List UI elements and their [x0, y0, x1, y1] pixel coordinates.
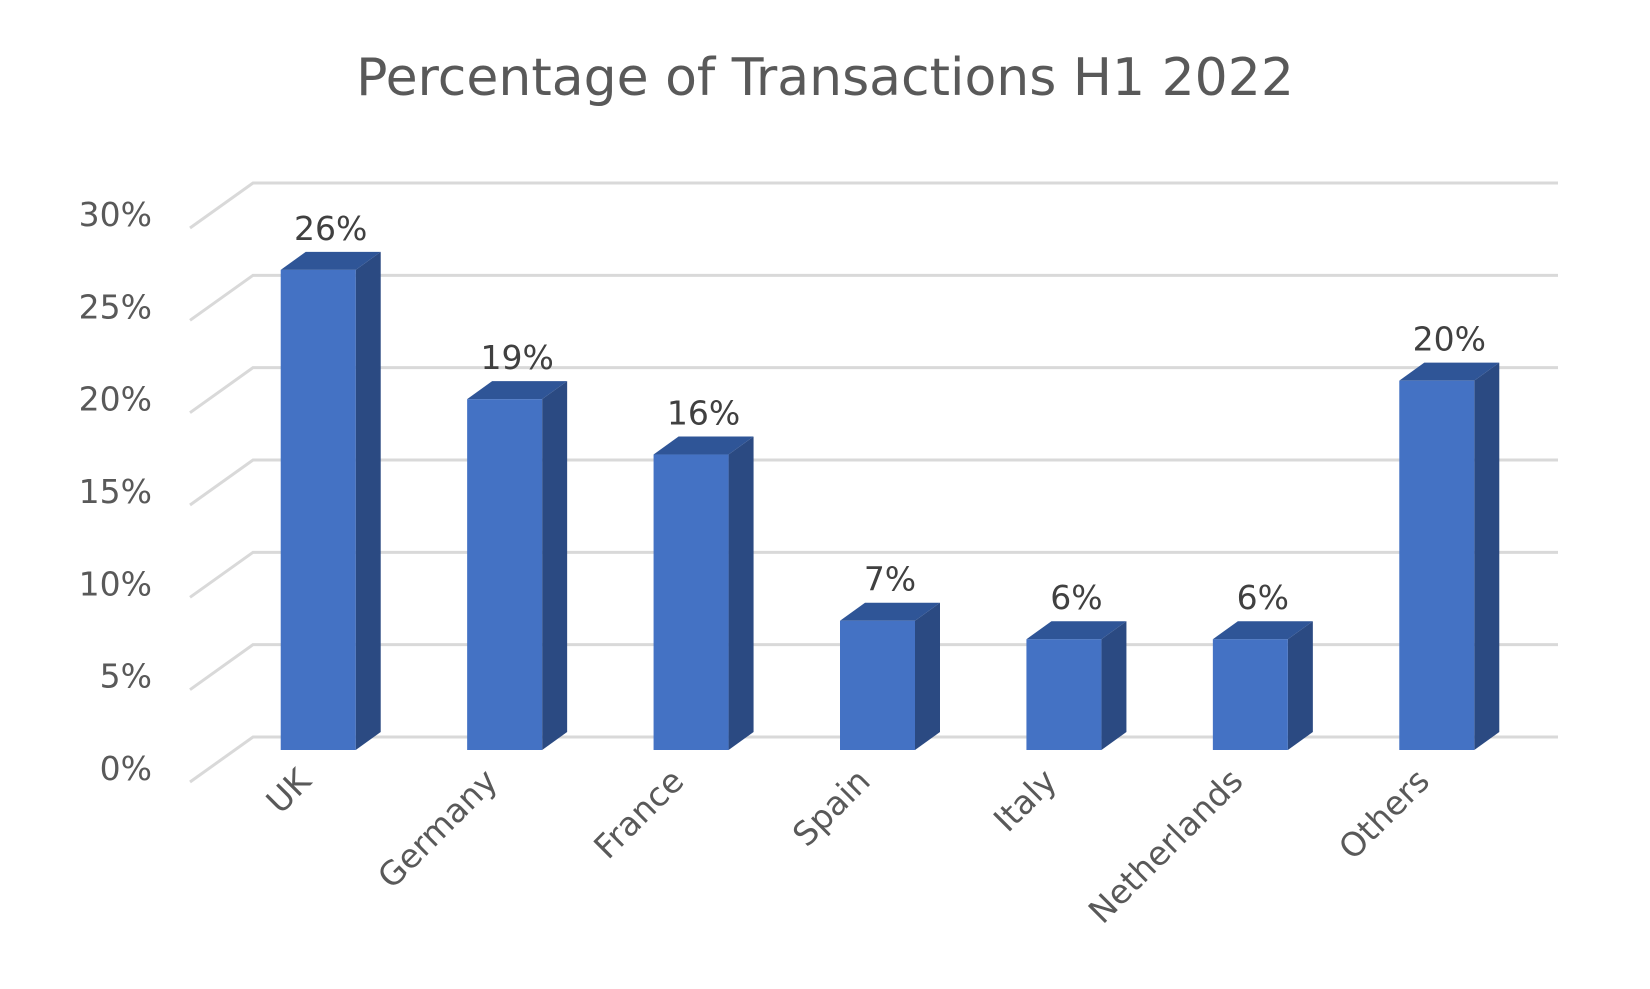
category-label: Germany — [370, 761, 505, 896]
bar-front — [1212, 639, 1288, 750]
bar-side — [915, 602, 940, 750]
category-label: Others — [1331, 761, 1437, 867]
y-tick-label: 5% — [100, 657, 152, 696]
gridline — [189, 273, 1558, 322]
category-label: France — [586, 761, 691, 866]
bar-front — [1399, 380, 1475, 750]
y-tick-label: 30% — [79, 195, 152, 234]
category-label: Netherlands — [1081, 761, 1251, 931]
category-label: UK — [258, 760, 319, 821]
gridline — [189, 550, 1558, 599]
data-label: 6% — [1050, 578, 1102, 617]
bar-front — [1026, 639, 1102, 750]
gridline — [189, 366, 1558, 414]
bar-top — [1212, 621, 1313, 640]
y-tick-label: 25% — [79, 287, 152, 326]
bar-top — [653, 436, 754, 455]
x-axis-categories: UK Germany France Spain Italy Netherlands Othe… — [258, 760, 1437, 931]
bar — [653, 436, 754, 750]
bar — [1026, 621, 1127, 750]
data-label: 16% — [667, 394, 740, 433]
bar — [467, 381, 568, 750]
data-label: 6% — [1237, 578, 1289, 617]
bar — [840, 602, 940, 750]
data-label: 20% — [1413, 320, 1486, 359]
bar-side — [1101, 621, 1127, 750]
bar-side — [1474, 362, 1500, 750]
category-label: Italy — [986, 761, 1064, 839]
gridline — [189, 181, 1558, 230]
data-label: 19% — [480, 338, 553, 377]
y-tick-label: 15% — [79, 472, 152, 511]
y-tick-label: 20% — [79, 380, 152, 419]
bar-side — [728, 436, 754, 750]
bar-side — [542, 381, 568, 750]
bar-top — [467, 381, 568, 400]
bar — [280, 251, 381, 750]
y-axis-ticks: 0% 5% 10% 15% 20% 25% 30% — [79, 195, 152, 788]
bar-top — [280, 251, 381, 270]
bar — [1212, 621, 1313, 750]
gridlines — [189, 181, 1558, 784]
gridline — [189, 735, 1558, 784]
bar-front — [280, 269, 356, 750]
data-label: 7% — [864, 560, 916, 599]
bar-side — [355, 251, 381, 750]
data-labels: 26% 19% 16% 7% 6% 6% 20% — [294, 209, 1486, 617]
data-label: 26% — [294, 209, 367, 248]
chart-title: Percentage of Transactions H1 2022 — [356, 48, 1294, 108]
bar-top — [1026, 621, 1127, 640]
bar — [1399, 362, 1500, 750]
bar-top — [840, 602, 940, 621]
bar-front — [653, 454, 729, 750]
y-tick-label: 10% — [79, 564, 152, 603]
gridline — [189, 458, 1558, 507]
category-label: Spain — [785, 761, 878, 854]
bar-front — [840, 620, 915, 750]
bars — [280, 251, 1500, 750]
bar-front — [467, 399, 543, 750]
bar-top — [1399, 362, 1500, 381]
bar-side — [1287, 621, 1313, 750]
y-tick-label: 0% — [100, 749, 152, 788]
